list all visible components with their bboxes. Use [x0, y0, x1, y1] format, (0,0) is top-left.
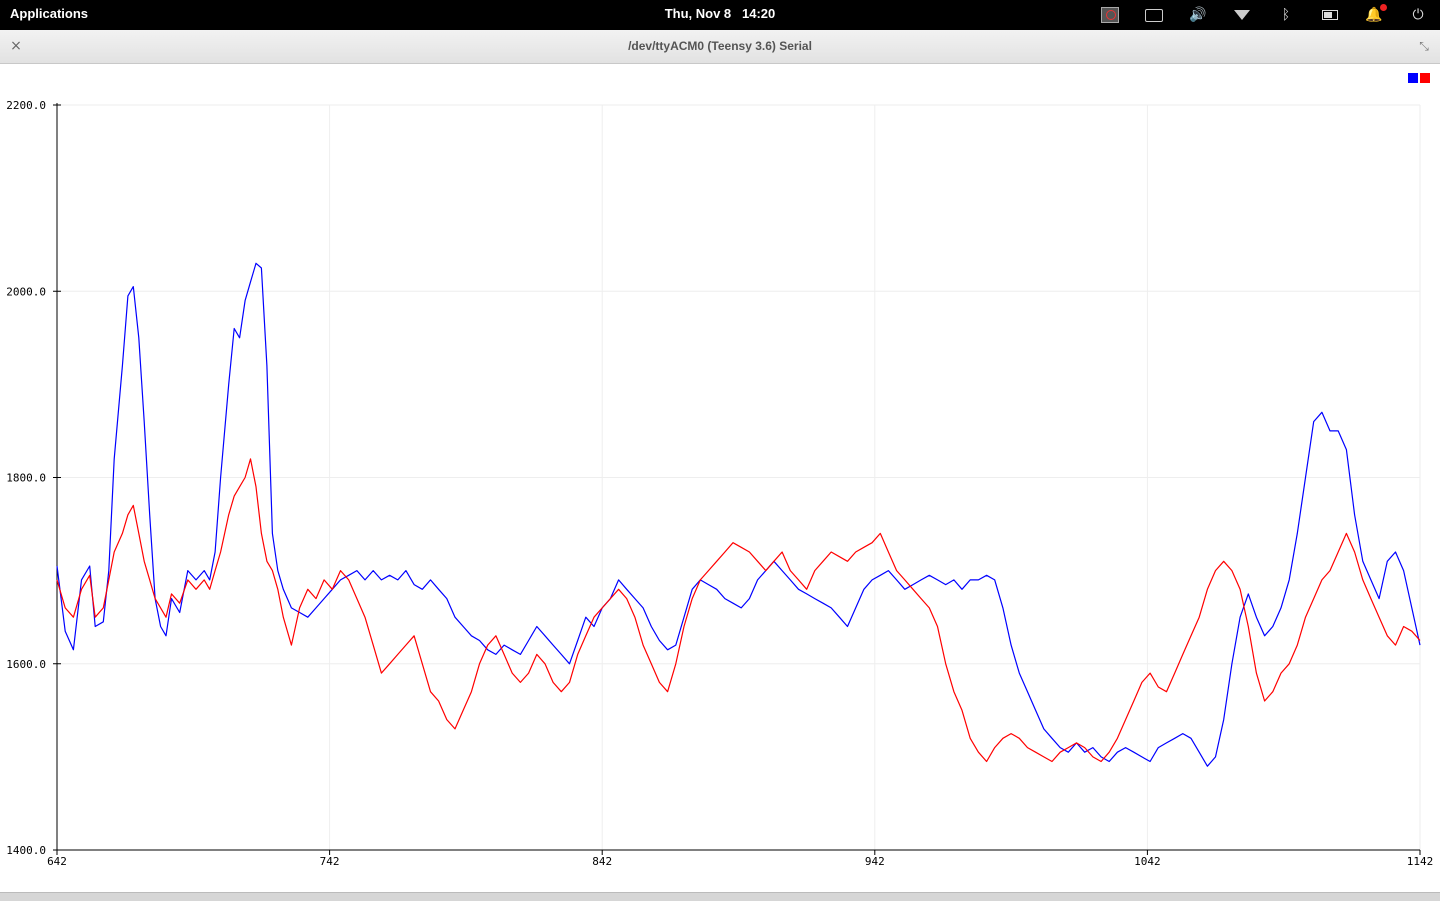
series-line-2: [56, 458, 1421, 763]
recording-indicator-icon[interactable]: [1088, 0, 1132, 30]
legend-swatch-series-1: [1408, 73, 1418, 83]
y-tick-label: 1600.0: [6, 658, 46, 671]
power-icon[interactable]: ⏻: [1412, 7, 1424, 23]
y-tick-label: 1800.0: [6, 472, 46, 485]
y-tick-label: 2000.0: [6, 285, 46, 298]
clock[interactable]: Thu, Nov 8 14:20: [620, 6, 820, 21]
y-tick-label: 1400.0: [6, 844, 46, 857]
horizontal-scrollbar[interactable]: [0, 892, 1440, 901]
window-title: /dev/ttyACM0 (Teensy 3.6) Serial: [628, 39, 812, 53]
grid: [56, 104, 1421, 851]
serial-plotter-chart: 642 742 842 942 1042 1142 1400.0 1600.0 1800.0 20…: [6, 99, 1433, 868]
x-tick-label: 642: [47, 855, 67, 868]
y-tick-label: 2200.0: [6, 99, 46, 112]
date-label: Thu, Nov 8: [664, 6, 732, 21]
notification-bell-icon[interactable]: 🔔: [1352, 0, 1396, 30]
applications-menu[interactable]: Applications: [10, 6, 89, 21]
x-tick-label: 1042: [1134, 855, 1161, 868]
x-tick-label: 742: [320, 855, 340, 868]
wifi-icon[interactable]: [1220, 0, 1264, 30]
series-line-1: [56, 262, 1421, 767]
axes: [53, 103, 1421, 855]
x-tick-label: 842: [592, 855, 612, 868]
tick-labels: 642 742 842 942 1042 1142 1400.0 1600.0 1800.0 20…: [6, 99, 1433, 868]
x-tick-label: 942: [865, 855, 885, 868]
system-top-bar: Applications Thu, Nov 8 14:20 🔊 ᛒ 🔔 ⏻: [0, 0, 1440, 30]
x-tick-label: 1142: [1407, 855, 1434, 868]
close-icon[interactable]: ×: [10, 38, 22, 54]
window-titlebar: × /dev/ttyACM0 (Teensy 3.6) Serial ⤡: [0, 30, 1440, 64]
series-lines: [56, 262, 1421, 767]
battery-icon[interactable]: [1308, 0, 1352, 30]
legend: [1408, 73, 1430, 83]
restore-icon[interactable]: ⤡: [1419, 39, 1429, 53]
legend-swatch-series-2: [1420, 73, 1430, 83]
time-label: 14:20: [742, 6, 776, 21]
bluetooth-icon[interactable]: ᛒ: [1281, 7, 1291, 23]
volume-icon[interactable]: 🔊: [1189, 7, 1207, 23]
keyboard-icon[interactable]: [1132, 0, 1176, 30]
